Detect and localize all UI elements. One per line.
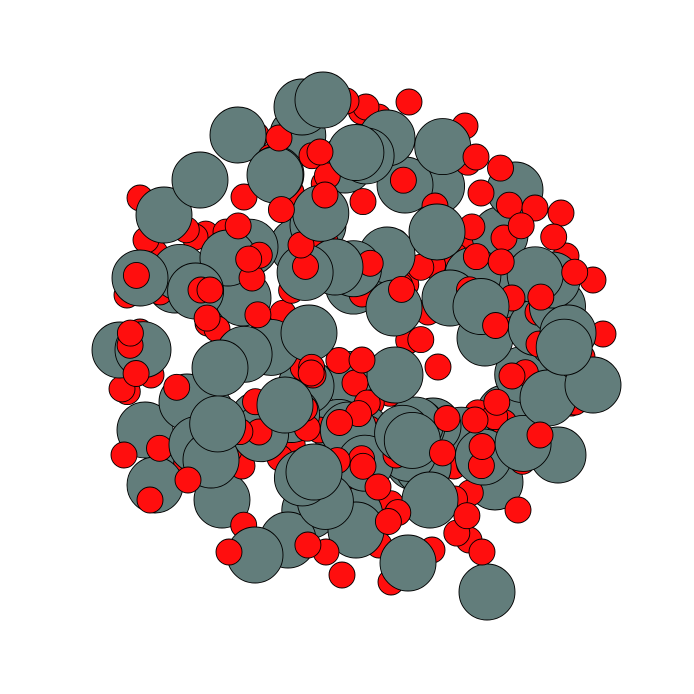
- particle-cluster: [91, 71, 622, 621]
- small-red-particle: [265, 124, 293, 152]
- small-red-particle: [146, 434, 173, 462]
- large-gray-particle: [535, 318, 593, 376]
- small-red-particle: [348, 346, 376, 374]
- small-red-particle: [349, 188, 377, 216]
- small-red-particle: [215, 538, 243, 566]
- small-red-particle: [136, 486, 164, 514]
- small-red-particle: [364, 473, 392, 501]
- small-red-particle: [467, 179, 495, 207]
- small-red-particle: [461, 406, 489, 434]
- small-red-particle: [521, 194, 549, 222]
- large-gray-particle: [366, 346, 424, 404]
- large-gray-particle: [256, 376, 314, 434]
- large-gray-particle: [401, 471, 459, 529]
- small-red-particle: [483, 388, 511, 416]
- small-red-particle: [388, 275, 415, 303]
- small-red-particle: [498, 362, 526, 390]
- small-red-particle: [395, 88, 423, 116]
- small-red-particle: [349, 452, 377, 480]
- small-red-particle: [328, 561, 356, 589]
- large-gray-particle: [294, 71, 352, 129]
- small-red-particle: [547, 199, 575, 227]
- large-gray-particle: [379, 534, 437, 592]
- small-red-particle: [311, 181, 339, 209]
- large-gray-particle: [327, 124, 385, 181]
- small-red-particle: [527, 283, 555, 311]
- small-red-particle: [429, 439, 456, 467]
- small-red-particle: [507, 212, 535, 240]
- small-red-particle: [453, 502, 481, 530]
- large-gray-particle: [280, 304, 338, 362]
- small-red-particle: [374, 508, 402, 535]
- small-red-particle: [196, 276, 224, 304]
- small-red-particle: [407, 326, 435, 354]
- small-red-particle: [122, 360, 150, 387]
- small-red-particle: [267, 196, 295, 224]
- small-red-particle: [389, 166, 417, 194]
- small-red-particle: [433, 405, 461, 432]
- small-red-particle: [244, 301, 272, 329]
- small-red-particle: [116, 319, 144, 347]
- small-red-particle: [487, 154, 514, 182]
- large-gray-particle: [189, 395, 247, 453]
- small-red-particle: [235, 245, 263, 273]
- small-red-particle: [306, 138, 334, 166]
- small-red-particle: [462, 143, 490, 171]
- small-red-particle: [297, 359, 325, 387]
- small-red-particle: [193, 304, 221, 332]
- small-red-particle: [163, 373, 191, 401]
- large-gray-particle: [191, 339, 249, 397]
- small-red-particle: [326, 409, 353, 436]
- small-red-particle: [468, 538, 496, 566]
- large-gray-particle: [458, 563, 516, 621]
- large-gray-particle: [414, 118, 472, 176]
- large-gray-particle: [171, 151, 229, 209]
- small-red-particle: [468, 433, 496, 460]
- large-gray-particle: [408, 203, 466, 261]
- small-red-particle: [504, 496, 532, 524]
- large-gray-particle: [246, 146, 304, 204]
- small-red-particle: [294, 531, 322, 559]
- small-red-particle: [424, 353, 452, 381]
- small-red-particle: [561, 258, 589, 286]
- small-red-particle: [462, 243, 490, 271]
- small-red-particle: [482, 312, 510, 339]
- small-red-particle: [540, 223, 568, 251]
- small-red-particle: [122, 261, 150, 289]
- small-red-particle: [224, 212, 252, 240]
- large-gray-particle: [135, 186, 193, 244]
- small-red-particle: [110, 441, 138, 469]
- large-gray-particle: [285, 443, 343, 501]
- small-red-particle: [526, 421, 554, 449]
- small-red-particle: [174, 466, 202, 494]
- small-red-particle: [487, 248, 515, 276]
